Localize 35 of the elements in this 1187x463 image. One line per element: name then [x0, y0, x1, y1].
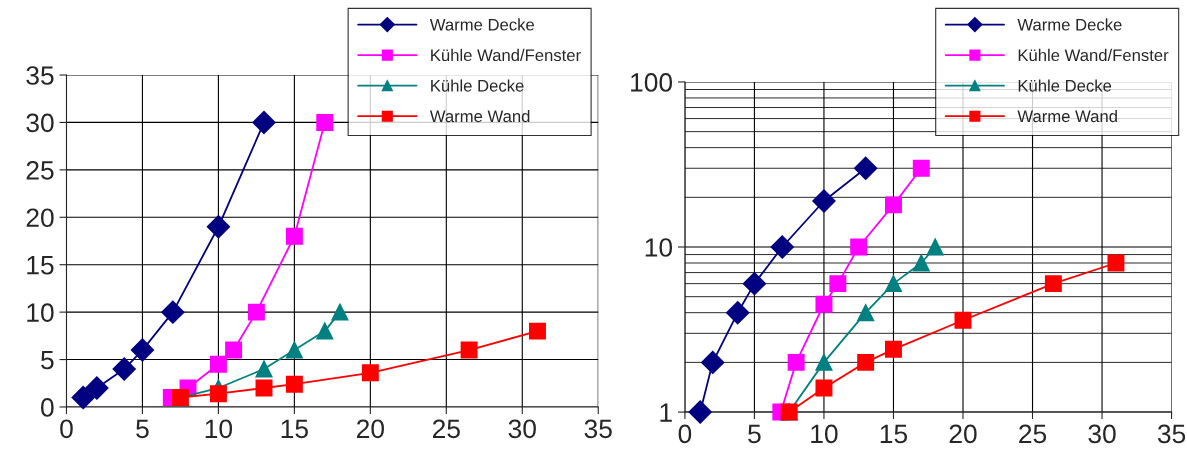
x-tick-label: 35 [584, 419, 612, 439]
legend-label: Warme Decke [1017, 18, 1122, 31]
y-tick-label: 100 [631, 73, 673, 92]
x-tick-label: 15 [880, 424, 908, 444]
y-tick-label: 10 [27, 303, 54, 322]
legend-label: Kühle Wand/Fenster [431, 48, 581, 62]
x-tick-label: 30 [1088, 424, 1116, 444]
x-tick-label: 5 [748, 424, 761, 444]
x-tick-label: 20 [949, 424, 977, 444]
x-tick-label: 10 [205, 419, 233, 439]
x-tick-label: 5 [136, 419, 149, 439]
x-tick-label: 25 [432, 419, 460, 439]
y-tick-label: 25 [26, 160, 54, 180]
legend-label: Warme Decke [429, 18, 535, 31]
x-tick-label: 30 [508, 419, 536, 439]
y-tick-label: 5 [41, 350, 54, 370]
x-tick-label: 15 [281, 419, 308, 439]
legend-label: Kühle Decke [431, 79, 524, 92]
x-tick-label: 20 [357, 419, 384, 439]
y-tick-label: 35 [26, 66, 54, 85]
x-tick-label: 25 [1019, 424, 1047, 444]
legend-label: Kühle Decke [1018, 79, 1112, 92]
y-tick-label: 1 [660, 403, 672, 422]
y-tick-label: 10 [645, 238, 673, 257]
y-tick-label: 20 [26, 208, 54, 228]
x-tick-label: 0 [678, 424, 692, 444]
y-tick-label: 15 [27, 256, 54, 275]
legend-label: Warme Wand [1017, 109, 1117, 123]
x-tick-label: 35 [1157, 424, 1186, 444]
legend-label: Kühle Wand/Fenster [1018, 48, 1169, 62]
y-tick-label: 0 [41, 398, 54, 417]
y-tick-label: 30 [26, 113, 54, 133]
x-tick-label: 0 [60, 419, 73, 439]
x-tick-label: 10 [811, 424, 838, 444]
legend-label: Warme Wand [429, 109, 530, 123]
